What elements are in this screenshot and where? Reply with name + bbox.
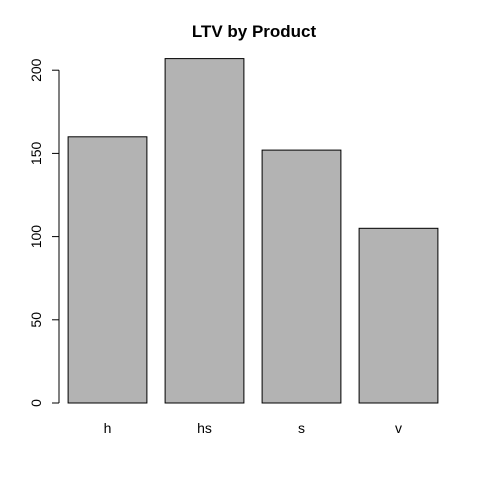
y-tick-label: 150 (28, 142, 44, 166)
x-tick-label-hs: hs (197, 420, 212, 436)
chart-title: LTV by Product (192, 22, 317, 41)
y-axis: 0 50 100 150 200 (28, 58, 60, 407)
bar-hs (164, 58, 245, 404)
x-tick-label-s: s (298, 420, 305, 436)
bars-layer (67, 58, 439, 404)
x-axis-labels: h hs s v (104, 420, 402, 436)
bar-h (67, 136, 148, 404)
bar-s (261, 149, 342, 404)
y-tick-label: 200 (28, 58, 44, 82)
y-tick-label: 0 (28, 399, 44, 407)
y-tick-label: 100 (28, 225, 44, 249)
y-tick-label: 50 (28, 312, 44, 328)
x-tick-label-h: h (104, 420, 112, 436)
x-tick-label-v: v (395, 420, 402, 436)
bar-v (358, 227, 439, 404)
